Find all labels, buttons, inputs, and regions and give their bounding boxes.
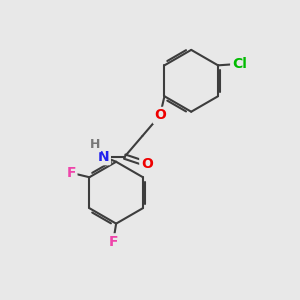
Text: O: O bbox=[154, 108, 166, 122]
Text: F: F bbox=[108, 235, 118, 249]
Text: O: O bbox=[141, 157, 153, 171]
Text: N: N bbox=[98, 150, 109, 164]
Text: F: F bbox=[66, 166, 76, 180]
Text: Cl: Cl bbox=[232, 57, 247, 71]
Text: H: H bbox=[89, 138, 100, 151]
